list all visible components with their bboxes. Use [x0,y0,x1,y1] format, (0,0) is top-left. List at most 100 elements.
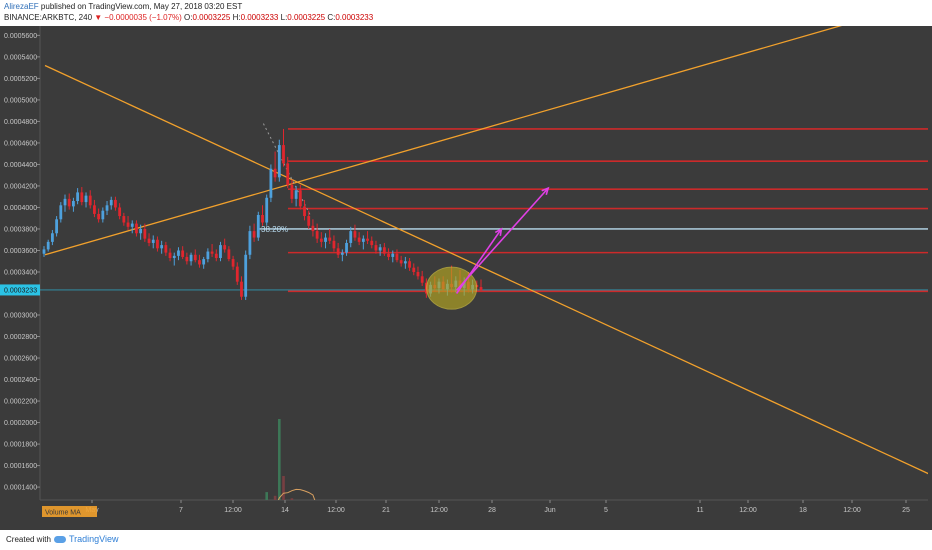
volume-bar [320,511,323,530]
candle-body [105,205,109,211]
volume-bar [341,523,344,530]
volume-bar [282,476,285,500]
candle-body [395,253,399,261]
volume-bar [232,523,235,530]
volume-bar [408,523,411,530]
candle-body [235,266,239,282]
volume-bar [278,419,281,500]
y-tick-label: 0.0004000 [4,205,37,212]
candle-body [244,254,248,297]
volume-bar [257,521,260,530]
candle-body [336,248,340,255]
volume-bar [349,518,352,530]
high-value: 0.0003233 [240,13,279,22]
price-axis-bg [0,26,40,530]
volume-bar [64,522,67,530]
volume-ma-legend-bg [42,506,97,517]
projection-arrow-head [494,227,503,237]
candle-body [303,206,306,217]
candle-body [290,184,294,199]
candle-body [298,190,302,207]
candle-body [97,213,101,220]
candle-body [420,276,424,283]
candle-body [126,222,130,227]
volume-bar [81,519,84,530]
x-tick-label: 11 [696,507,703,514]
volume-bar [47,523,50,530]
candle-body [366,238,369,241]
candle-body [55,219,59,234]
plot-layer: 38.20% [40,26,928,530]
author-link[interactable]: AlirezaEF [4,2,39,11]
candle-body [84,195,88,203]
volume-bar [181,523,184,530]
close-label: C: [327,13,336,22]
candle-body [416,271,420,277]
volume-bar [114,521,117,530]
candle-body [399,260,403,264]
candle-body [256,214,260,238]
projection-arrow-head [541,186,550,196]
candle-body [210,251,214,254]
volume-bar [333,522,336,530]
y-tick-label: 0.0001600 [4,463,37,470]
candle-body [139,228,143,234]
x-tick-label: 21 [382,507,390,514]
volume-bar [387,523,390,530]
volume-bar [160,523,163,530]
candle-body [151,239,155,243]
candle-body [240,281,243,297]
y-tick-label: 0.0002000 [4,420,37,427]
candle-body [332,240,336,249]
price-chart[interactable]: 0.0005600 0.0005400 0.0005200 0.0005000 0.00… [0,26,932,530]
candle-body [353,231,357,238]
chart-area[interactable]: 0.0005600 0.0005400 0.0005200 0.0005000 0.00… [0,26,932,530]
publish-line: AlirezaEF published on TradingView.com, … [4,2,242,11]
volume-bar [265,492,269,500]
candle-body [135,223,138,234]
ohlc-line: BINANCE:ARKBTC, 240 ▼ −0.0000035 (−1.07%… [4,13,373,22]
x-tick-label: 12:00 [224,507,242,514]
volume-bar [307,516,310,530]
candle-body [252,231,256,238]
candle-body [277,145,281,178]
candle-body [273,168,277,178]
volume-bar [290,498,294,500]
candle-body [319,238,323,242]
candle-body [76,192,80,202]
tradingview-brand-label: TradingView [69,534,119,544]
y-tick-label: 0.0001800 [4,442,37,449]
volume-bar [253,516,256,530]
y-tick-label: 0.0001400 [4,485,37,492]
volume-bar [273,495,277,500]
candle-body [198,260,201,265]
candle-body [189,254,193,262]
x-tick-label: 12:00 [739,507,757,514]
tradingview-brand[interactable]: TradingView [54,534,119,544]
volume-bar [249,508,252,530]
y-tick-label: 0.0002600 [4,356,37,363]
candle-body [315,231,319,239]
candle-body [42,249,46,254]
open-value: 0.0003225 [192,13,231,22]
candle-body [177,250,180,256]
volume-bar [299,513,302,530]
volume-bar [97,523,100,530]
volume-ma-line [277,488,316,500]
volume-bar [244,518,247,530]
candle-body [370,240,374,246]
trendline-falling [44,64,928,475]
candle-body [286,163,290,185]
volume-bar [345,521,348,530]
candle-body [382,247,386,254]
volume-bar [219,521,222,530]
candle-body [231,259,235,267]
published-text: published on TradingView.com, May 27, 20… [40,2,243,11]
candle-body [307,216,311,226]
volume-ma-legend: Volume MA [45,510,81,517]
candle-body [311,225,315,232]
low-value: 0.0003225 [287,13,326,22]
y-tick-label: 0.0004400 [4,162,37,169]
candle-body [378,247,382,251]
volume-bar [412,521,415,530]
